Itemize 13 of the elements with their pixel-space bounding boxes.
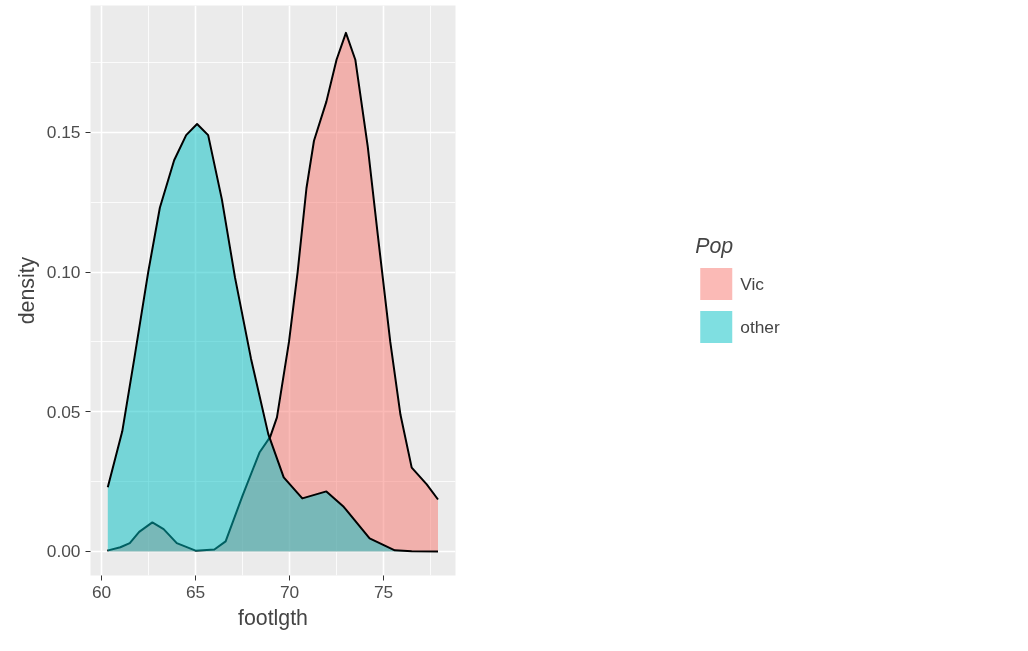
x-tick-label: 65	[185, 581, 206, 602]
y-tick-label: 0.05	[46, 401, 81, 422]
y-tick-label: 0.10	[46, 262, 81, 283]
legend-label: other	[740, 316, 780, 337]
legend-title: Pop	[695, 233, 735, 259]
legend-label: Vic	[740, 273, 765, 294]
x-axis-title: footlgth	[238, 605, 308, 630]
y-tick-label: 0.15	[46, 122, 81, 143]
x-tick-label: 75	[373, 581, 394, 602]
y-tick-label: 0.00	[46, 541, 81, 562]
y-axis-title: density	[14, 256, 39, 325]
x-tick-label: 70	[279, 581, 300, 602]
x-tick-label: 60	[91, 581, 112, 602]
